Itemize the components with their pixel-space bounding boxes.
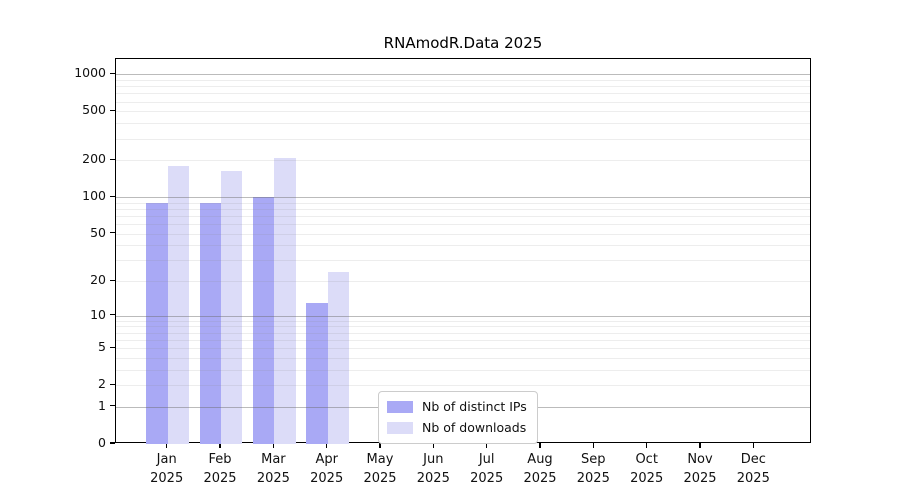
bar-ips-0: [146, 202, 168, 444]
y-tick-label-50: 50: [90, 224, 106, 240]
y-tick-50: [110, 232, 115, 234]
x-tick-8: [592, 443, 594, 448]
x-tick-label-4: May 2025: [363, 452, 397, 486]
x-tick-1: [219, 443, 221, 448]
x-tick-0: [166, 443, 168, 448]
x-tick-9: [646, 443, 648, 448]
legend-label-downloads: Nb of downloads: [422, 420, 527, 435]
y-tick-100: [110, 195, 115, 197]
x-tick-5: [432, 443, 434, 448]
y-tick-label-100: 100: [82, 188, 106, 204]
y-tick-2: [110, 383, 115, 385]
bar-downloads-2: [274, 157, 296, 444]
x-tick-label-8: Sep 2025: [576, 452, 610, 486]
y-tick-500: [110, 109, 115, 111]
y-tick-label-10: 10: [90, 306, 106, 322]
y-tick-5: [110, 346, 115, 348]
y-tick-0: [110, 442, 115, 444]
y-tick-label-500: 500: [82, 102, 106, 118]
x-tick-6: [486, 443, 488, 448]
y-tick-1: [110, 405, 115, 407]
x-tick-label-0: Jan 2025: [150, 452, 184, 486]
bar-ips-2: [253, 197, 275, 444]
x-tick-label-5: Jun 2025: [416, 452, 450, 486]
bar-downloads-3: [327, 271, 349, 444]
chart-title: RNAmodR.Data 2025: [383, 34, 543, 52]
x-tick-2: [272, 443, 274, 448]
legend-item-distinct-ips: Nb of distinct IPs: [387, 397, 527, 416]
y-tick-label-2: 2: [98, 376, 106, 392]
x-tick-4: [379, 443, 381, 448]
x-tick-11: [752, 443, 754, 448]
bar-downloads-1: [221, 170, 243, 444]
bar-ips-3: [306, 302, 328, 444]
y-tick-1000: [110, 72, 115, 74]
x-tick-label-7: Aug 2025: [523, 452, 557, 486]
x-tick-10: [699, 443, 701, 448]
y-tick-label-5: 5: [98, 339, 106, 355]
y-tick-label-200: 200: [82, 151, 106, 167]
x-tick-label-9: Oct 2025: [630, 452, 664, 486]
y-tick-20: [110, 279, 115, 281]
legend-item-downloads: Nb of downloads: [387, 418, 527, 437]
plot-area: [115, 58, 811, 444]
x-tick-label-6: Jul 2025: [470, 452, 504, 486]
bar-ips-1: [199, 202, 221, 444]
legend-swatch-downloads: [387, 421, 413, 434]
y-tick-label-20: 20: [90, 272, 106, 288]
y-tick-label-1000: 1000: [74, 65, 106, 81]
bar-downloads-0: [167, 165, 189, 444]
y-tick-10: [110, 314, 115, 316]
legend: Nb of distinct IPs Nb of downloads: [378, 391, 538, 444]
x-tick-label-2: Mar 2025: [256, 452, 290, 486]
legend-label-distinct-ips: Nb of distinct IPs: [422, 399, 527, 414]
legend-swatch-distinct-ips: [387, 400, 413, 413]
bars-layer: [116, 59, 810, 444]
x-tick-3: [326, 443, 328, 448]
y-tick-200: [110, 158, 115, 160]
x-tick-label-3: Apr 2025: [310, 452, 344, 486]
x-tick-label-11: Dec 2025: [736, 452, 770, 486]
x-tick-7: [539, 443, 541, 448]
y-tick-label-1: 1: [98, 397, 106, 413]
x-tick-label-10: Nov 2025: [683, 452, 717, 486]
y-tick-label-0: 0: [98, 435, 106, 450]
x-tick-label-1: Feb 2025: [203, 452, 237, 486]
